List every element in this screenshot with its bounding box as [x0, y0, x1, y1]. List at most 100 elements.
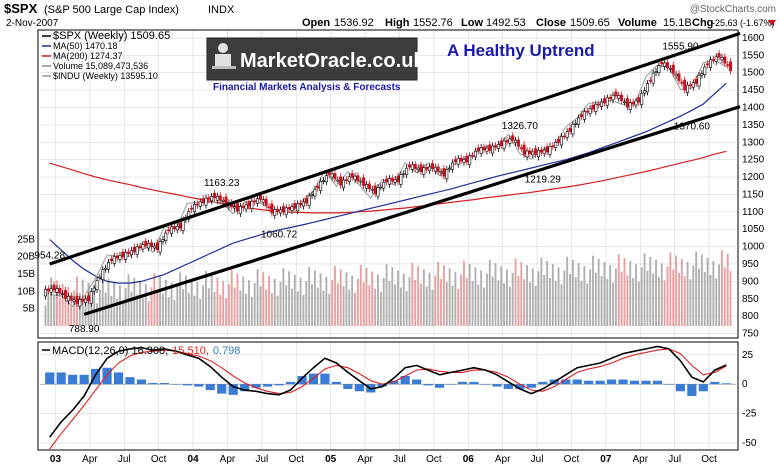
candle-body [132, 246, 136, 253]
volume-bar [342, 286, 345, 326]
macd-histogram-bar [240, 384, 250, 392]
macd-axis: -50 -25 0 25 [742, 350, 757, 449]
volume-bar [164, 279, 167, 326]
volume-bar [695, 251, 698, 326]
candle-body [614, 91, 618, 97]
volume-bar [227, 283, 230, 326]
volume-bar [50, 277, 53, 326]
candle-body [387, 178, 391, 185]
volume-bar [465, 278, 468, 326]
volume-bar [374, 288, 377, 326]
macd-histogram-bar [675, 384, 685, 392]
candle-body [557, 138, 561, 143]
candle-body [559, 136, 563, 146]
low-value: 1492.53 [486, 17, 526, 29]
volume-bar [359, 264, 362, 326]
macd-histogram-bar [435, 384, 445, 388]
volume-value: 15.1B [663, 17, 692, 29]
candle-body [207, 197, 211, 200]
volume-bar [580, 280, 583, 326]
volume-bar [411, 262, 414, 326]
macd-lines [49, 345, 727, 450]
candle-body [127, 251, 131, 254]
price-annotation: 1060.72 [261, 229, 298, 240]
candle-body [496, 144, 500, 149]
candle-body [213, 192, 217, 199]
candle-body [129, 250, 133, 256]
volume-bar [729, 270, 732, 326]
volume-bar [471, 281, 474, 326]
candle-body [511, 135, 515, 141]
watermark: @StockCharts.com [690, 4, 776, 15]
volume-bar [686, 261, 689, 326]
candle-body [448, 167, 452, 170]
candle-body [250, 200, 254, 209]
volume-bar [187, 292, 190, 326]
candle-body [499, 140, 503, 146]
price-annotations: 788.90 954.28 1163.23 1060.72 1326.70 1219.29… [34, 41, 710, 335]
candle-body [416, 167, 420, 171]
volume-bar [485, 273, 488, 326]
volume-bar [709, 274, 712, 326]
candle-body [316, 185, 320, 189]
macd-legend: MACD(12,26,9) 16.308, 15.510, 0.798 [42, 345, 240, 357]
macd-histogram-bar [182, 384, 192, 386]
candle-body [597, 103, 601, 106]
candle-body [390, 177, 394, 182]
price-tick-label: 1500 [742, 68, 765, 79]
chart-header: $SPX (S&P 500 Large Cap Index) INDX 2-No… [4, 1, 776, 29]
candle-body [233, 206, 237, 209]
volume-bar [560, 284, 563, 326]
high-value: 1552.76 [413, 17, 453, 29]
candle-body [109, 258, 113, 262]
volume-bar [222, 280, 225, 326]
volume-bar [445, 282, 448, 326]
candle-body [218, 195, 222, 201]
candle-body [531, 151, 535, 156]
volume-bar [93, 286, 96, 326]
volume-bar [583, 266, 586, 326]
volume-bar [614, 268, 617, 326]
candle-body [364, 184, 368, 189]
volume-bar [270, 292, 273, 326]
candle-body [671, 64, 675, 74]
volume-bar [73, 290, 76, 326]
candle-body [657, 65, 661, 74]
volume-bar [245, 293, 248, 326]
candle-body [376, 187, 380, 197]
x-tick-label: 06 [463, 454, 475, 465]
candle-body [276, 208, 280, 213]
macd-histogram-bar [125, 377, 135, 385]
price-tick-label: 1550 [742, 50, 765, 61]
candle-body [221, 199, 225, 202]
candle-body [519, 147, 523, 149]
macd-histogram-bar [285, 381, 296, 385]
candle-body [98, 276, 102, 279]
candle-body [634, 100, 638, 106]
candle-body [691, 82, 695, 88]
x-tick-label: Apr [357, 454, 373, 465]
volume-bar [626, 275, 629, 326]
volume-bar [44, 305, 47, 326]
close-value: 1509.65 [570, 17, 610, 29]
volume-bar [629, 260, 632, 326]
candle-body [278, 209, 282, 214]
volume-bar [156, 290, 159, 326]
volume-bar [70, 304, 73, 326]
candle-body [720, 57, 724, 61]
candle-body [359, 180, 363, 183]
candle-body [522, 144, 526, 155]
legend-entry: MA(200) 1274.37 [53, 51, 123, 61]
candle-body [665, 62, 669, 69]
volume-bar [202, 285, 205, 326]
volume-bar [721, 250, 723, 326]
volume-bar [508, 286, 511, 326]
volume-bar [623, 257, 626, 326]
volume-bar [546, 261, 549, 326]
candle-body [637, 97, 641, 103]
macd-histogram-bar [515, 384, 525, 389]
candle-body [181, 219, 185, 231]
macd-tick-label: 0 [742, 379, 748, 390]
volume-bar [382, 277, 385, 326]
volume-bar [463, 260, 465, 326]
